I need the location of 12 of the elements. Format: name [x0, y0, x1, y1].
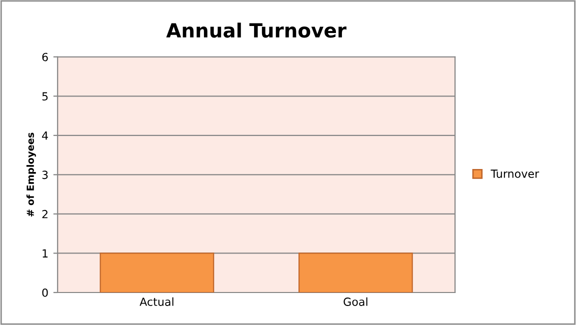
- y-tick-label: 3: [42, 170, 48, 180]
- y-axis-title: # of Employees: [26, 132, 36, 216]
- chart-title: Annual Turnover: [166, 22, 346, 38]
- legend-label: Turnover: [490, 170, 540, 178]
- y-tick-label: 0: [42, 288, 48, 297]
- y-tick-label: 6: [42, 52, 48, 62]
- y-tick-label: 5: [42, 92, 48, 101]
- y-tick-label: 1: [42, 249, 48, 258]
- x-tick-label: Actual: [140, 297, 174, 306]
- y-tick-label: 2: [42, 210, 48, 218]
- x-tick-label: Goal: [344, 297, 368, 306]
- y-tick-label: 4: [42, 132, 48, 140]
